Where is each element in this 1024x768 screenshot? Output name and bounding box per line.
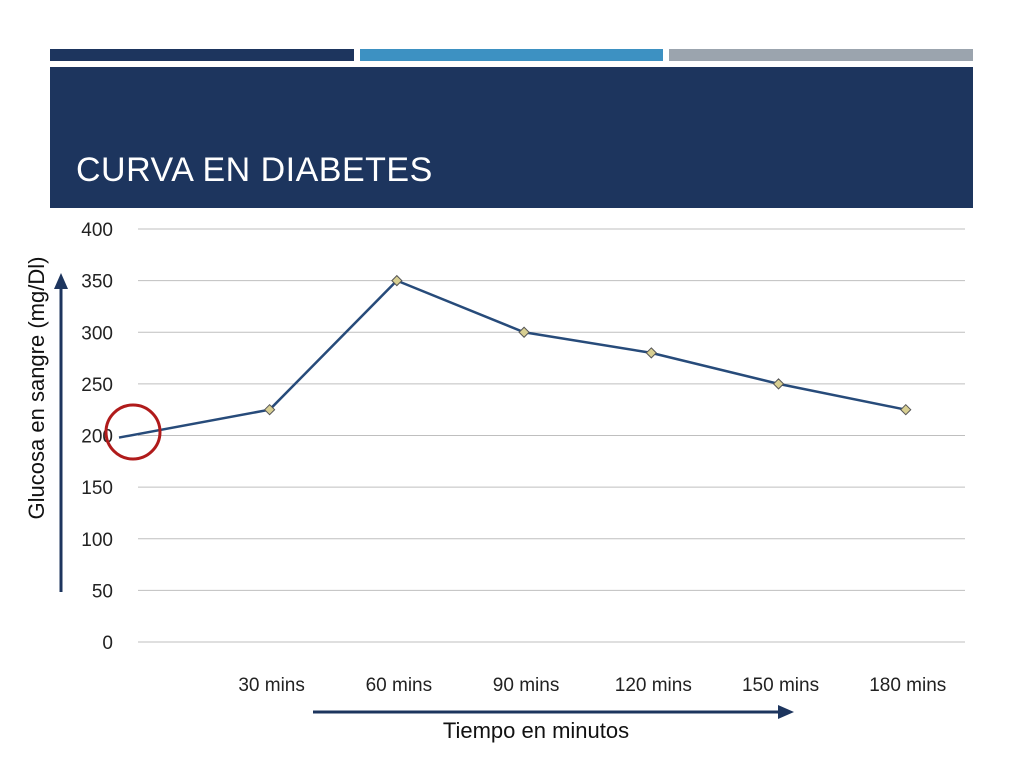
y-tick-label: 100 (81, 530, 113, 551)
accent-bar-dark (50, 49, 354, 61)
title-banner: CURVA EN DIABETES (50, 67, 973, 208)
x-axis-tick-labels: 30 mins 60 mins 90 mins 120 mins 150 mins 180… (238, 675, 946, 696)
y-tick-label: 150 (81, 478, 113, 499)
y-tick-label: 350 (81, 272, 113, 293)
accent-bar-gray (669, 49, 973, 61)
x-arrow-head (778, 705, 794, 719)
data-point-marker (391, 274, 403, 287)
data-point-marker (263, 403, 276, 416)
x-tick-label: 180 mins (869, 675, 946, 696)
data-series (118, 274, 912, 439)
annotations: Glucosa en sangre (mg/Dl) Tiempo en minut… (24, 257, 794, 743)
x-tick-label: 30 mins (238, 675, 305, 696)
data-point-marker (772, 378, 785, 390)
x-axis-title: Tiempo en minutos (443, 718, 629, 743)
x-tick-label: 120 mins (615, 675, 692, 696)
data-point-marker (518, 326, 530, 338)
y-tick-label: 300 (81, 323, 113, 344)
x-tick-label: 60 mins (366, 675, 433, 696)
x-tick-label: 150 mins (742, 675, 819, 696)
y-tick-label: 0 (102, 633, 113, 654)
data-point-marker (645, 347, 658, 359)
y-tick-label: 250 (81, 375, 113, 396)
series-line (118, 279, 907, 439)
data-point-marker (900, 403, 912, 416)
highlight-circle (104, 403, 162, 461)
gridlines (138, 228, 965, 643)
x-tick-label: 90 mins (493, 675, 560, 696)
y-tick-label: 400 (81, 220, 113, 241)
y-arrow-head (54, 273, 68, 289)
slide-title: CURVA EN DIABETES (76, 151, 433, 189)
y-axis-title: Glucosa en sangre (mg/Dl) (24, 257, 49, 520)
y-tick-label: 50 (92, 581, 113, 602)
accent-bar-light (360, 49, 663, 61)
